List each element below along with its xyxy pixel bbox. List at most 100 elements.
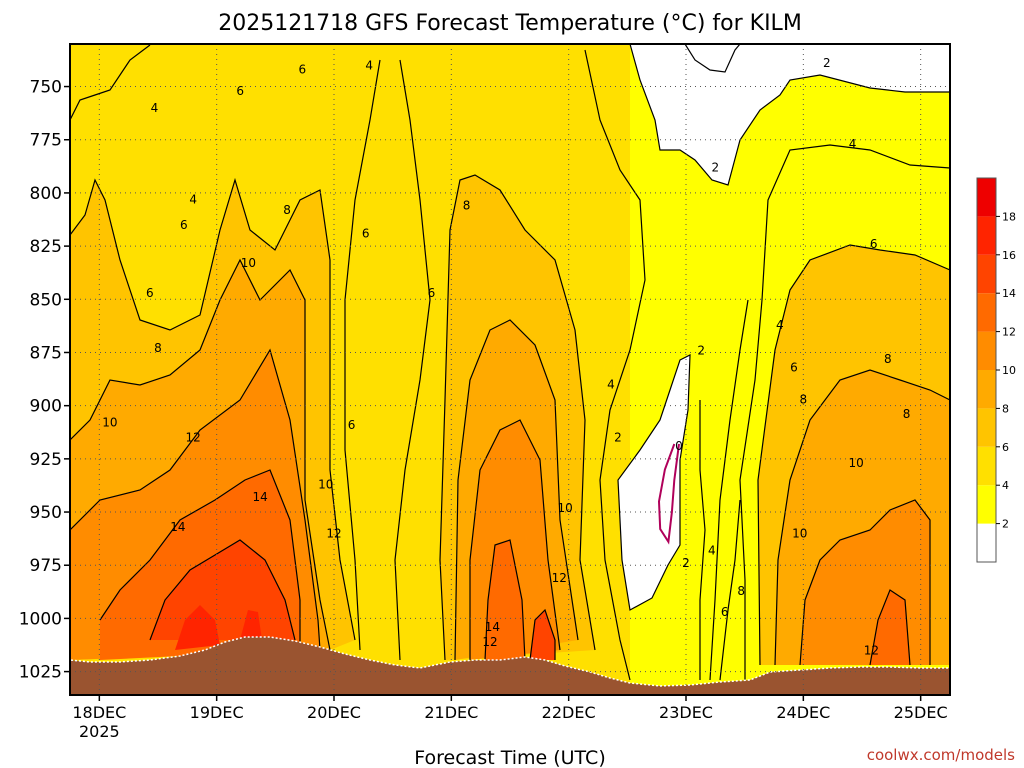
band-red-right: [870, 590, 910, 665]
contour-label: 12: [186, 431, 201, 445]
contour-label: 4: [607, 377, 615, 391]
contour-label: 12: [552, 571, 567, 585]
x-tick-label: 21DEC: [424, 703, 478, 722]
contour-label: 2: [712, 160, 720, 174]
contour-label: 6: [721, 605, 729, 619]
band-white-upper-right: [630, 44, 950, 185]
band-white-lower-middle: [618, 355, 690, 610]
colorbar-tick-label: 12: [1002, 326, 1016, 339]
y-tick-label: 925: [30, 450, 62, 470]
plot-frame: [69, 43, 951, 696]
colorbar-swatch: [977, 370, 996, 409]
contour-line: [709, 299, 749, 681]
contour-line: [757, 244, 950, 666]
x-axis-title: Forecast Time (UTC): [414, 747, 605, 768]
contour-label: 10: [558, 501, 573, 515]
contour-line: [99, 469, 301, 650]
contour-label: 12: [482, 635, 497, 649]
temperature-bands: [70, 44, 950, 695]
contour-lines: [70, 44, 950, 681]
contour-label: 14: [485, 620, 500, 634]
y-tick-label: 775: [30, 131, 62, 151]
contour-line: [344, 59, 381, 651]
colorbar-tick-label: 6: [1002, 441, 1009, 454]
x-tick-label: 19DEC: [190, 703, 244, 722]
colorbar-swatch: [977, 216, 996, 255]
contour-label: 6: [180, 218, 188, 232]
contour-line: [149, 539, 296, 641]
band-deepest-red-left: [175, 605, 220, 650]
colorbar-swatch: [977, 408, 996, 447]
colorbar-tick-label: 10: [1002, 364, 1016, 377]
zero-degree-contour: [657, 443, 680, 545]
contour-line: [699, 400, 706, 680]
colorbar-swatch: [977, 485, 996, 524]
x-tick-label: 25DEC: [894, 703, 948, 722]
colorbar-tick-label: 2: [1002, 518, 1009, 531]
colorbar-swatch: [977, 178, 996, 217]
colorbar-swatch: [977, 446, 996, 486]
contour-label: 4: [849, 137, 857, 151]
colorbar-tick-label: 8: [1002, 402, 1009, 415]
contour-label: 6: [362, 226, 370, 240]
contour-label: 6: [236, 84, 244, 98]
contour-label: 10: [318, 477, 333, 491]
contour-line: [70, 348, 321, 651]
contour-line: [394, 59, 431, 661]
contour-label: 8: [463, 199, 471, 213]
colorbar-tick-label: 18: [1002, 210, 1016, 223]
y-tick-label: 975: [30, 556, 62, 576]
contour-label: 8: [800, 392, 808, 406]
colorbar-tick-label: 14: [1002, 287, 1016, 300]
contour-label: 6: [428, 286, 436, 300]
chart-grid: [70, 44, 950, 695]
band-deepest-red-left-2: [240, 610, 262, 640]
colorbar-swatch: [977, 331, 996, 370]
y-axis: 750 775 800 825 850 875 900 925 950 975 1000 1025: [19, 78, 70, 683]
contour-line: [617, 354, 691, 611]
contour-label: 6: [146, 286, 154, 300]
y-tick-label: 900: [30, 397, 62, 417]
band-red-middle: [485, 540, 525, 660]
contour-line: [469, 419, 561, 660]
contour-line: [70, 177, 356, 641]
x-tick-sublabel: 2025: [79, 722, 120, 741]
contour-label: 2: [682, 556, 690, 570]
contour-line: [584, 49, 646, 681]
contour-label: 12: [864, 643, 879, 657]
contour-label: 6: [348, 418, 356, 432]
contour-label: 10: [241, 256, 256, 270]
y-tick-label: 1000: [19, 609, 62, 629]
contour-label: 4: [365, 58, 373, 72]
y-tick-label: 800: [30, 184, 62, 204]
credit-link[interactable]: coolwx.com/models: [867, 746, 1015, 764]
contour-line: [684, 44, 741, 73]
y-tick-label: 1025: [19, 663, 62, 683]
contour-label: 8: [884, 352, 892, 366]
x-tick-label: 22DEC: [542, 703, 596, 722]
contour-label: 4: [708, 543, 716, 557]
x-tick-label: 23DEC: [659, 703, 713, 722]
x-tick-label: 24DEC: [776, 703, 830, 722]
chart-title: 2025121718 GFS Forecast Temperature (°C)…: [218, 11, 802, 36]
colorbar: 2 4 6 8 10 12 14 16 18: [976, 177, 1016, 563]
colorbar-tick-label: 16: [1002, 249, 1016, 262]
y-tick-label: 950: [30, 503, 62, 523]
contour-label: 10: [102, 416, 117, 430]
contour-label: 6: [298, 63, 306, 77]
colorbar-swatch: [977, 293, 996, 332]
contour-label: 8: [903, 407, 911, 421]
contour-line: [629, 44, 950, 186]
contour-label: 14: [170, 520, 185, 534]
contour-label: 14: [252, 490, 267, 504]
contour-label: 6: [870, 237, 878, 251]
contour-line: [799, 499, 931, 666]
contour-line: [70, 44, 151, 121]
contour-label: 10: [792, 526, 807, 540]
band-deep-red-left: [150, 540, 295, 640]
contour-line: [774, 369, 950, 666]
contour-line: [719, 499, 741, 681]
contour-label: 8: [737, 584, 745, 598]
contour-label: 10: [848, 456, 863, 470]
